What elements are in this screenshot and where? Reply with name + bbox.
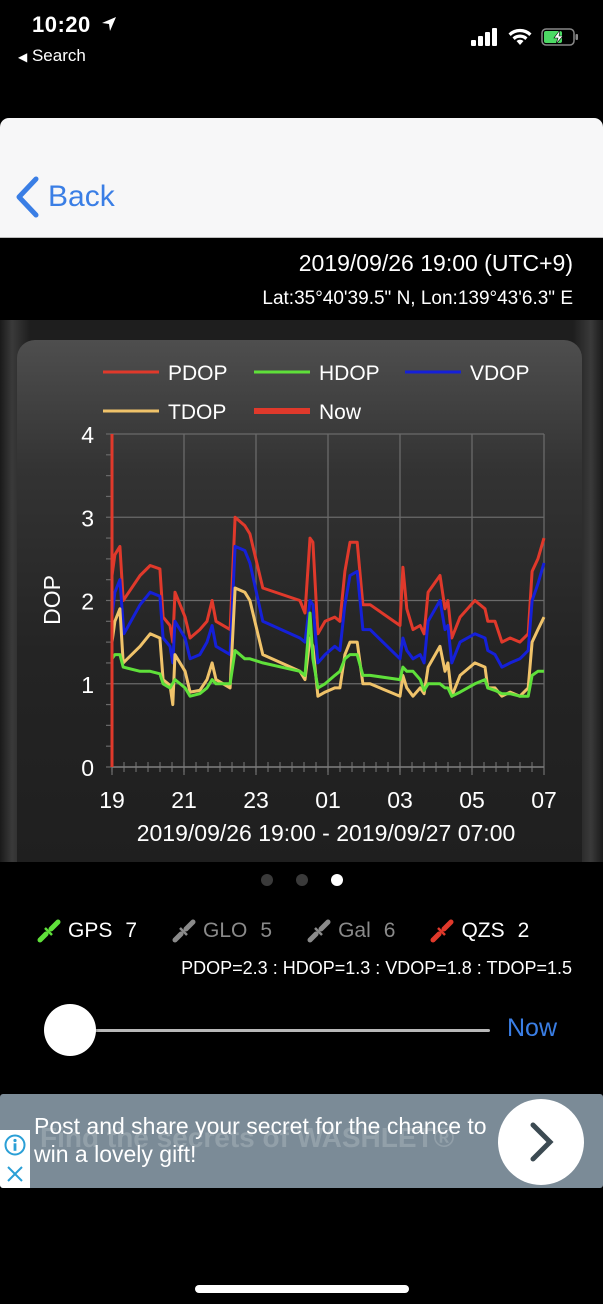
back-app-label: Search [31,46,86,65]
page-dot-2[interactable] [295,874,308,886]
ad-text[interactable]: Post and share your secret for the chanc… [34,1113,487,1167]
page-dot-1[interactable] [260,874,273,886]
y-tick-label: 3 [81,505,94,531]
chevron-right-icon [530,1122,554,1162]
x-tick-label: 01 [315,787,341,813]
series-pdop [110,515,546,644]
time-slider[interactable] [44,1004,494,1056]
status-time: 10:20 [32,12,117,38]
back-triangle-icon: ◀ [18,50,28,64]
location-arrow-icon [102,17,117,31]
series-vdop [110,544,546,669]
back-to-app[interactable]: ◀ Search [18,46,86,66]
satellite-qzs: QZS 2 [429,918,529,944]
satellite-count: 5 [260,919,273,942]
navigation-bar [0,118,603,238]
legend-label: VDOP [470,362,530,385]
chart-legend: PDOP HDOP VDOP TDOP Now [103,362,530,424]
satellite-name: GLO [203,919,248,942]
page-indicator[interactable] [0,874,603,886]
legend-item-tdop: TDOP [103,401,226,424]
x-tick-label: 03 [387,787,413,813]
chevron-left-icon [16,176,39,218]
legend-label: TDOP [168,401,226,424]
satellite-counts: GPS 7 GLO 5 Gal 6 QZS 2 [36,918,596,944]
status-icons [471,28,579,46]
x-tick-label: 05 [459,787,485,813]
x-axis-title: 2019/09/26 19:00 - 2019/09/27 07:00 [137,820,516,846]
series-hdop [110,611,544,698]
x-tick-label: 19 [99,787,125,813]
slider-thumb[interactable] [44,1004,96,1056]
wifi-icon [508,28,532,45]
satellite-name: GPS [68,919,113,942]
info-icon[interactable] [4,1134,26,1156]
satellite-icon [172,919,196,943]
satellite-name: Gal [338,919,371,942]
ad-badges [0,1130,30,1188]
satellite-icon [37,919,61,943]
satellite-glo: GLO 5 [171,918,272,944]
x-tick-label: 21 [171,787,197,813]
now-button[interactable]: Now [507,1014,558,1042]
legend-item-pdop: PDOP [103,362,228,385]
y-tick-label: 4 [81,422,94,448]
ad-banner[interactable]: Find the secrets of WASHLET® Post and sh… [0,1094,603,1188]
ad-background-text: Find the secrets of WASHLET® [40,1122,455,1153]
satellite-name: QZS [461,919,505,942]
satellite-count: 2 [517,919,530,942]
legend-item-vdop: VDOP [405,362,530,385]
legend-label: PDOP [168,362,228,385]
info-header: 2019/09/26 19:00 (UTC+9) Lat:35°40'39.5"… [0,238,603,320]
battery-charging-icon [541,28,578,46]
satellite-icon [430,919,454,943]
y-tick-label: 2 [81,589,94,615]
status-bar: 10:20 ◀ Search [0,0,603,110]
ad-cta-button[interactable] [498,1099,584,1185]
x-tick-label: 07 [531,787,557,813]
slider-track[interactable] [84,1029,490,1032]
x-tick-label: 23 [243,787,269,813]
satellite-gal: Gal 6 [306,918,395,944]
y-tick-label: 0 [81,755,94,781]
satellite-gps: GPS 7 [36,918,137,944]
legend-item-hdop: HDOP [254,362,380,385]
close-icon[interactable] [5,1164,25,1184]
satellite-icon [307,919,331,943]
coordinates: Lat:35°40'39.5" N, Lon:139°43'6.3" E [262,288,573,309]
satellite-count: 6 [383,919,396,942]
back-label: Back [48,180,115,213]
page-dot-3[interactable] [330,874,343,886]
current-datetime: 2019/09/26 19:00 (UTC+9) [298,250,573,276]
y-axis-title: DOP [39,575,65,625]
clock: 10:20 [32,12,91,37]
dop-summary: PDOP=2.3 : HDOP=1.3 : VDOP=1.8 : TDOP=1.… [181,958,572,978]
y-tick-label: 1 [81,672,94,698]
signal-icon [471,28,497,46]
legend-label: HDOP [319,362,380,385]
legend-item-now: Now [254,401,362,424]
chart-lines [110,434,546,767]
back-button[interactable]: Back [14,176,115,218]
legend-label: Now [319,401,362,424]
satellite-count: 7 [125,919,138,942]
home-indicator[interactable] [195,1285,409,1293]
